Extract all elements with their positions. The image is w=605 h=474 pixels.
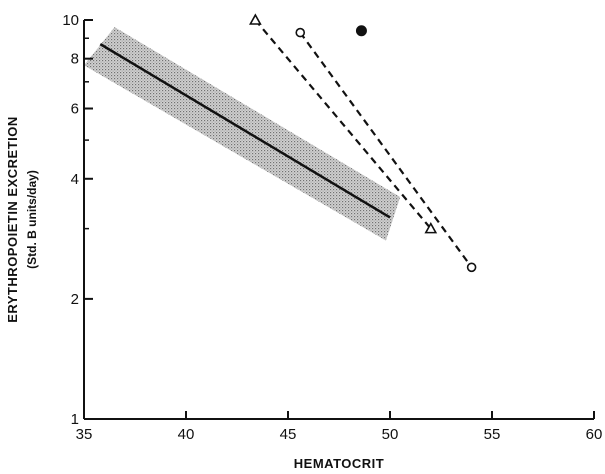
series-layer [99, 13, 477, 273]
filled-circle-marker [355, 25, 367, 37]
y-tick-label: 4 [71, 171, 79, 188]
x-tick-label: 55 [484, 426, 501, 443]
y-tick-label: 10 [62, 12, 79, 29]
y-tick-label: 1 [71, 411, 79, 428]
axis-titles: HEMATOCRIT ERYTHROPOIETIN EXCRETION (Std… [5, 116, 384, 471]
y-axis-subtitle: (Std. B units/day) [25, 170, 39, 269]
ticks: 35 40 45 50 55 60 1 2 4 6 8 10 [62, 12, 602, 443]
x-tick-label: 60 [586, 426, 603, 443]
x-tick-label: 45 [280, 426, 297, 443]
dashed-series-line [299, 31, 473, 268]
axes [83, 20, 594, 420]
triangle-marker [424, 221, 438, 234]
x-tick-label: 35 [76, 426, 93, 443]
y-tick-label: 6 [71, 101, 79, 118]
confidence-band [84, 27, 401, 241]
open-circle-marker [295, 27, 306, 38]
open-circle-marker [466, 262, 477, 273]
confidence-band-layer [84, 27, 401, 241]
x-tick-label: 40 [178, 426, 195, 443]
regression-line [99, 43, 391, 219]
y-axis-title: ERYTHROPOIETIN EXCRETION [5, 116, 20, 323]
x-tick-label: 50 [382, 426, 399, 443]
triangle-marker [249, 13, 262, 25]
x-axis-title: HEMATOCRIT [294, 456, 384, 471]
y-tick-label: 8 [71, 51, 79, 68]
y-tick-label: 2 [71, 291, 79, 308]
dashed-series-line [254, 19, 432, 230]
